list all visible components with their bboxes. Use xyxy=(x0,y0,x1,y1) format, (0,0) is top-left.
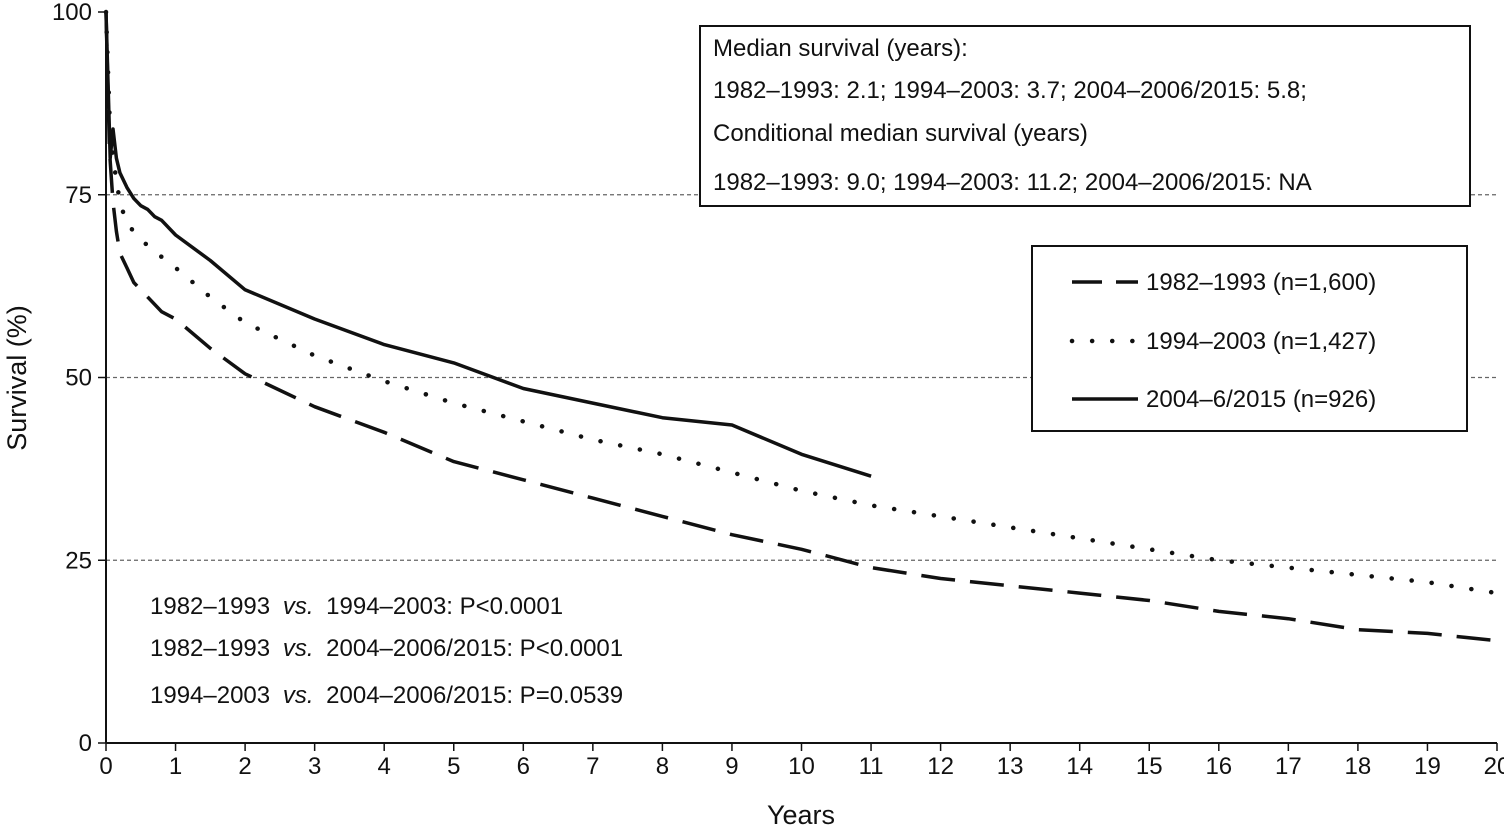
x-tick-label: 9 xyxy=(725,753,738,780)
pvalue-3-b: 2004–2006/2015: P=0.0539 xyxy=(326,682,623,709)
pvalue-2-b: 2004–2006/2015: P<0.0001 xyxy=(326,635,623,662)
y-tick-label: 75 xyxy=(65,182,92,209)
x-axis-title: Years xyxy=(767,800,835,830)
legend: 1982–1993 (n=1,600) 1994–2003 (n=1,427) … xyxy=(1031,245,1468,432)
x-tick-label: 19 xyxy=(1414,753,1441,780)
series-line-dashed xyxy=(104,11,1498,643)
x-tick-label: 0 xyxy=(99,753,112,780)
median-survival-box: Median survival (years): 1982–1993: 2.1;… xyxy=(699,25,1471,207)
pvalue-line-1: 1982–1993 vs. 1994–2003: P<0.0001 xyxy=(150,593,563,620)
x-tick-label: 14 xyxy=(1066,753,1093,780)
y-tick-label: 25 xyxy=(65,547,92,574)
pvalue-annotations: 1982–1993 vs. 1994–2003: P<0.0001 1982–1… xyxy=(150,593,623,709)
y-ticks: 0 25 50 75 100 xyxy=(52,0,106,757)
y-tick-label: 0 xyxy=(79,730,92,757)
pvalue-3-vs: vs. xyxy=(283,682,314,709)
median-box-frame xyxy=(699,25,1471,207)
legend-label-1994-2003: 1994–2003 (n=1,427) xyxy=(1146,328,1376,355)
pvalue-1-vs: vs. xyxy=(283,593,314,620)
x-tick-label: 2 xyxy=(238,753,251,780)
x-tick-label: 16 xyxy=(1205,753,1232,780)
pvalue-line-2: 1982–1993 vs. 2004–2006/2015: P<0.0001 xyxy=(150,635,623,662)
median-box-line-3: Conditional median survival (years) xyxy=(713,120,1088,147)
x-ticks: 0 1 2 3 4 5 6 7 8 9 10 11 12 13 14 15 16 17 18 19 20 xyxy=(99,743,1504,780)
median-box-line-1: Median survival (years): xyxy=(713,35,968,62)
x-tick-label: 7 xyxy=(586,753,599,780)
pvalue-1-b: 1994–2003: P<0.0001 xyxy=(326,593,563,620)
series-lines xyxy=(103,9,1500,643)
x-tick-label: 15 xyxy=(1136,753,1163,780)
pvalue-line-3: 1994–2003 vs. 2004–2006/2015: P=0.0539 xyxy=(150,682,623,709)
x-tick-label: 5 xyxy=(447,753,460,780)
x-tick-label: 10 xyxy=(788,753,815,780)
x-tick-label: 11 xyxy=(859,753,884,780)
x-tick-label: 13 xyxy=(997,753,1024,780)
x-tick-label: 3 xyxy=(308,753,321,780)
pvalue-1-a: 1982–1993 xyxy=(150,593,270,620)
x-tick-label: 1 xyxy=(169,753,182,780)
pvalue-3-a: 1994–2003 xyxy=(150,682,270,709)
legend-label-2004-2015: 2004–6/2015 (n=926) xyxy=(1146,386,1376,413)
pvalue-2-vs: vs. xyxy=(283,635,314,662)
x-tick-label: 18 xyxy=(1345,753,1372,780)
x-tick-label: 6 xyxy=(517,753,530,780)
x-tick-label: 8 xyxy=(656,753,669,780)
y-tick-label: 100 xyxy=(52,0,92,26)
x-tick-label: 12 xyxy=(927,753,954,780)
x-tick-label: 4 xyxy=(378,753,391,780)
series-line-solid xyxy=(104,11,872,478)
y-axis-title: Survival (%) xyxy=(2,305,32,451)
x-tick-label: 17 xyxy=(1275,753,1302,780)
median-box-line-2: 1982–1993: 2.1; 1994–2003: 3.7; 2004–200… xyxy=(713,77,1307,104)
x-tick-label: 20 xyxy=(1484,753,1504,780)
y-tick-label: 50 xyxy=(65,365,92,392)
pvalue-2-a: 1982–1993 xyxy=(150,635,270,662)
median-box-line-4: 1982–1993: 9.0; 1994–2003: 11.2; 2004–20… xyxy=(713,169,1312,196)
legend-label-1982-1993: 1982–1993 (n=1,600) xyxy=(1146,269,1376,296)
